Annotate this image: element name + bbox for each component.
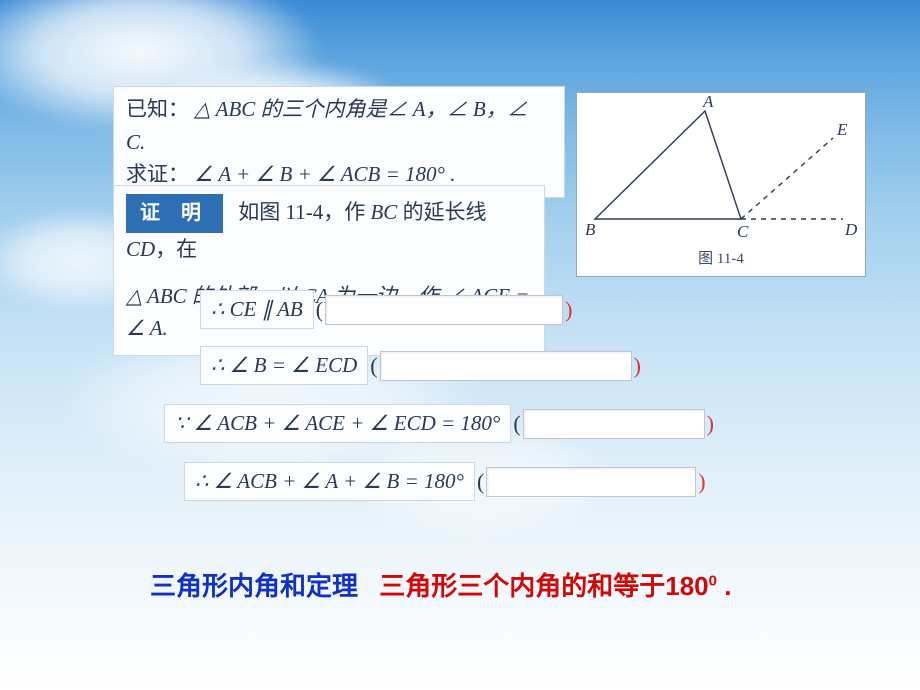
paren-close: )	[696, 469, 707, 495]
proof-step-1: ∴ CE ∥ AB ( )	[200, 290, 574, 329]
paren-close: )	[563, 297, 574, 323]
paren-open: (	[511, 411, 522, 437]
theorem-stmt-pre: 三角形三个内角的和等于180	[379, 571, 708, 601]
step-expr: ∴ CE ∥ AB	[200, 290, 314, 329]
given-label: 已知：	[126, 97, 189, 121]
proof-step-4: ∴ ∠ ACB + ∠ A + ∠ B = 180° ( )	[184, 462, 708, 501]
figure-caption: 图 11-4	[577, 243, 865, 276]
paren-close: )	[705, 411, 716, 437]
figure-label-e: E	[836, 120, 848, 139]
figure-label-c: C	[737, 222, 749, 241]
figure-label-b: B	[585, 220, 596, 239]
proof-seg-cd: CD	[126, 237, 155, 261]
paren-open: (	[314, 297, 325, 323]
theorem-name: 三角形内角和定理	[150, 571, 358, 601]
proof-head-box: 证 明 如图 11-4，作 BC 的延长线 CD，在 △ ABC 的外部，以 C…	[113, 185, 545, 356]
proof-text-b: 的延长线	[397, 200, 486, 224]
step-expr: ∴ ∠ ACB + ∠ A + ∠ B = 180°	[184, 462, 475, 501]
proof-step-2: ∴ ∠ B = ∠ ECD ( )	[200, 346, 643, 385]
triangle-abc	[595, 111, 741, 219]
figure-label-a: A	[702, 93, 714, 111]
prove-label: 求证：	[126, 162, 189, 186]
reason-input-3[interactable]	[523, 409, 705, 439]
theorem-stmt-sup: 0	[709, 572, 717, 589]
proof-step-3: ∵ ∠ ACB + ∠ ACE + ∠ ECD = 180° ( )	[164, 404, 716, 443]
figure-label-d: D	[844, 220, 858, 239]
proof-badge: 证 明	[126, 194, 223, 233]
prove-math: ∠ A + ∠ B + ∠ ACB = 180° .	[194, 162, 455, 186]
given-box: 已知： △ ABC 的三个内角是∠ A，∠ B，∠ C. 求证： ∠ A + ∠…	[113, 86, 565, 198]
reason-input-1[interactable]	[325, 295, 563, 325]
theorem-line: 三角形内角和定理 三角形三个内角的和等于1800 .	[150, 566, 731, 603]
triangle-figure-svg: A B C D E	[577, 93, 865, 243]
reason-input-4[interactable]	[486, 467, 696, 497]
step-expr: ∴ ∠ B = ∠ ECD	[200, 346, 368, 385]
paren-close: )	[632, 353, 643, 379]
theorem-stmt-post: .	[717, 571, 731, 601]
paren-open: (	[475, 469, 486, 495]
paren-open: (	[368, 353, 379, 379]
proof-text-c: ，在	[155, 237, 197, 261]
proof-text-a: 如图 11-4，作	[238, 200, 370, 224]
proof-seg-bc: BC	[370, 200, 397, 224]
step-expr: ∵ ∠ ACB + ∠ ACE + ∠ ECD = 180°	[164, 404, 511, 443]
reason-input-2[interactable]	[380, 351, 632, 381]
figure-box: A B C D E 图 11-4	[576, 92, 866, 277]
theorem-statement: 三角形三个内角的和等于1800 .	[379, 571, 731, 601]
line-ce	[741, 138, 833, 219]
